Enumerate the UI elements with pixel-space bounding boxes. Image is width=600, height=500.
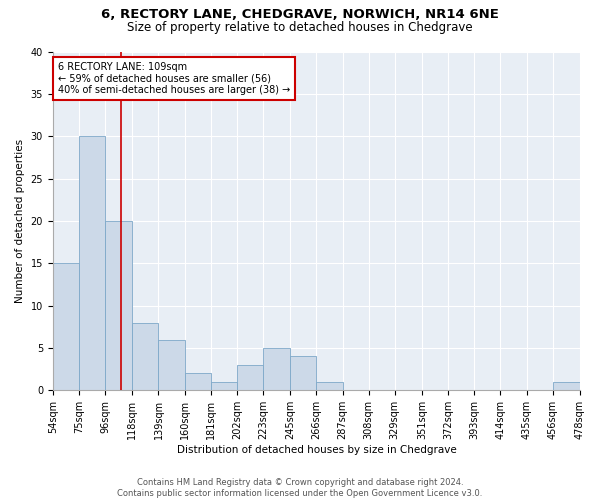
Bar — [158, 340, 185, 390]
Y-axis label: Number of detached properties: Number of detached properties — [15, 139, 25, 303]
Bar — [211, 382, 237, 390]
Bar — [105, 221, 133, 390]
Bar — [133, 322, 158, 390]
Bar — [553, 382, 580, 390]
X-axis label: Distribution of detached houses by size in Chedgrave: Distribution of detached houses by size … — [176, 445, 456, 455]
Bar — [185, 374, 211, 390]
Bar — [53, 264, 79, 390]
Text: Contains HM Land Registry data © Crown copyright and database right 2024.
Contai: Contains HM Land Registry data © Crown c… — [118, 478, 482, 498]
Bar — [79, 136, 105, 390]
Text: Size of property relative to detached houses in Chedgrave: Size of property relative to detached ho… — [127, 21, 473, 34]
Bar — [237, 365, 263, 390]
Bar — [290, 356, 316, 390]
Text: 6, RECTORY LANE, CHEDGRAVE, NORWICH, NR14 6NE: 6, RECTORY LANE, CHEDGRAVE, NORWICH, NR1… — [101, 8, 499, 20]
Bar — [263, 348, 290, 391]
Bar — [316, 382, 343, 390]
Text: 6 RECTORY LANE: 109sqm
← 59% of detached houses are smaller (56)
40% of semi-det: 6 RECTORY LANE: 109sqm ← 59% of detached… — [58, 62, 290, 95]
